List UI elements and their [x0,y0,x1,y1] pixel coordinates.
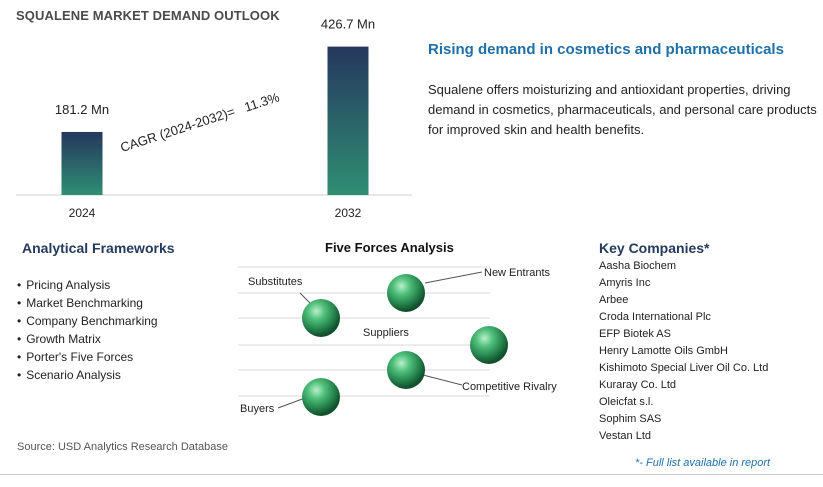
list-item: Market Benchmarking [17,294,158,312]
frameworks-list: Pricing Analysis Market Benchmarking Com… [17,276,158,384]
source-note: Source: USD Analytics Research Database [17,441,228,453]
list-item: Kishimoto Special Liver Oil Co. Ltd [599,362,769,374]
label-buyers: Buyers [240,403,275,415]
list-item: Croda International Plc [599,311,711,323]
list-item: Arbee [599,294,629,306]
label-suppliers: Suppliers [363,327,409,339]
five-forces-diagram [238,266,508,416]
list-item: Vestan Ltd [599,430,651,442]
list-item: Scenario Analysis [17,366,158,384]
bar-2024 [61,131,103,195]
divider [0,474,823,475]
label-substitutes: Substitutes [248,276,303,288]
list-item: Sophim SAS [599,413,662,425]
sphere-substitutes [302,299,340,337]
sphere-suppliers [387,351,425,389]
list-item: Growth Matrix [17,330,158,348]
data-label: 181.2 Mn [55,102,109,117]
frameworks-title: Analytical Frameworks [22,240,175,256]
insight-text: Squalene offers moisturizing and antioxi… [428,82,817,137]
list-item: Henry Lamotte Oils GmbH [599,345,728,357]
sphere-competitive-rivalry [470,326,508,364]
companies-footnote: *- Full list available in report [635,457,771,469]
insight-headline: Rising demand in cosmetics and pharmaceu… [428,41,784,58]
data-label: 426.7 Mn [321,17,375,32]
companies-list: Aasha Biochem Amyris Inc Arbee Croda Int… [599,258,768,445]
x-tick-label: 2032 [335,206,362,220]
page-title: SQUALENE MARKET DEMAND OUTLOOK [16,8,280,23]
bar-2032 [327,46,369,195]
companies-title: Key Companies* [599,240,710,256]
label-competitive-rivalry: Competitive Rivalry [462,381,557,393]
list-item: EFP Biotek AS [599,328,671,340]
label-new-entrants: New Entrants [484,267,551,279]
connector-line [424,271,483,284]
list-item: Aasha Biochem [599,260,677,272]
five-forces-title: Five Forces Analysis [325,240,454,255]
connector-line [422,374,463,386]
list-item: Amyris Inc [599,277,651,289]
connector-line [277,397,306,409]
list-item: Kuraray Co. Ltd [599,379,677,391]
list-item: Pricing Analysis [17,276,158,294]
list-item: Oleicfat s.l. [599,396,654,408]
sphere-buyers [302,378,340,416]
x-tick-label: 2024 [69,206,96,220]
sphere-new-entrants [387,274,425,312]
list-item: Company Benchmarking [17,312,157,330]
list-item: Porter's Five Forces [17,348,158,366]
